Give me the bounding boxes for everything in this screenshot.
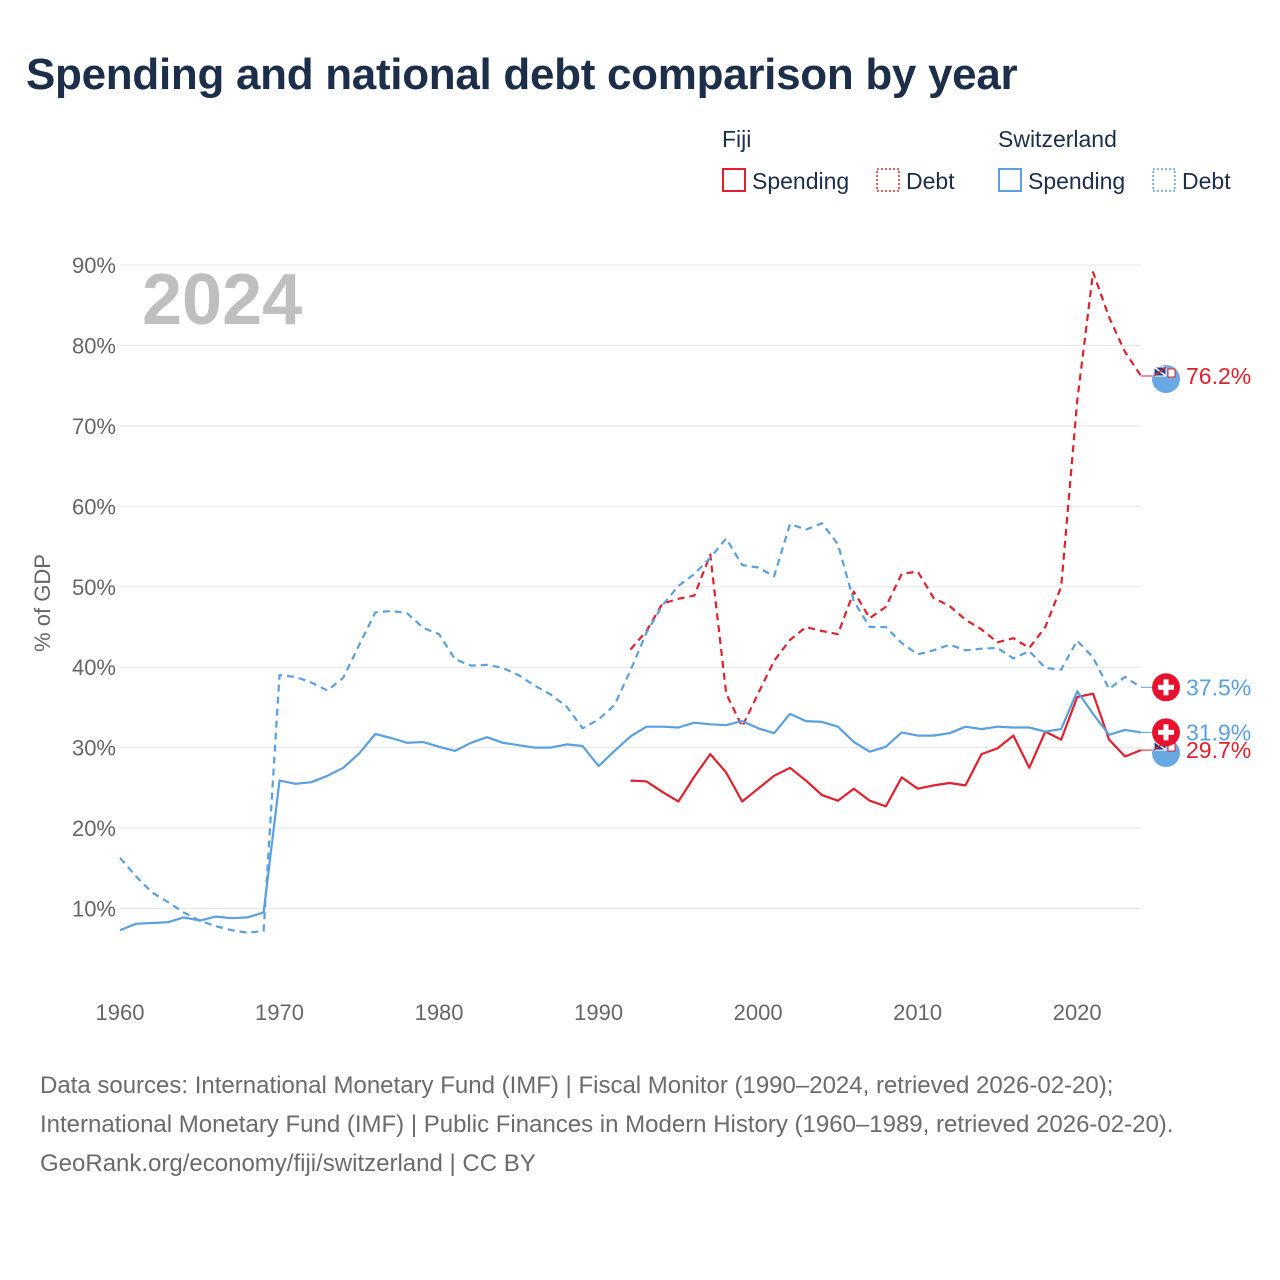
legend-item-switzerland-spending[interactable]: Spending xyxy=(1028,168,1125,194)
data-sources: Data sources: International Monetary Fun… xyxy=(40,1072,1174,1138)
x-tick-label: 2020 xyxy=(1053,1000,1102,1025)
flag-shield xyxy=(1167,368,1176,378)
end-labels: 29.7% 76.2% 31.9% 37.5% xyxy=(1141,363,1251,768)
flag-cross-horizontal xyxy=(1158,684,1174,690)
x-tick-label: 1980 xyxy=(415,1000,464,1025)
end-marker-switzerland-debt: 37.5% xyxy=(1141,673,1251,702)
year-watermark: 2024 xyxy=(142,260,302,340)
y-tick-label: 50% xyxy=(72,575,116,600)
x-axis-ticks: 1960 1970 1980 1990 2000 2010 2020 xyxy=(96,1000,1102,1025)
end-marker-fiji-spending: 29.7% xyxy=(1141,737,1251,768)
end-label-fiji-spending: 29.7% xyxy=(1186,737,1251,763)
footer: Data sources: International Monetary Fun… xyxy=(40,1066,1240,1183)
y-axis-ticks: 10% 20% 30% 40% 50% 60% 70% 80% 90% xyxy=(72,253,116,922)
end-label-switzerland-spending: 31.9% xyxy=(1186,719,1251,745)
y-tick-label: 60% xyxy=(72,494,116,519)
legend-country-fiji: Fiji xyxy=(722,126,751,152)
x-tick-label: 2000 xyxy=(734,1000,783,1025)
x-tick-label: 2010 xyxy=(893,1000,942,1025)
end-marker-fiji-debt: 76.2% xyxy=(1141,363,1251,394)
series-line-switzerland-spending xyxy=(119,690,1142,932)
chart-title: Spending and national debt comparison by… xyxy=(26,50,1018,99)
y-tick-label: 90% xyxy=(72,253,116,278)
x-tick-label: 1990 xyxy=(574,1000,623,1025)
legend-item-fiji-spending[interactable]: Spending xyxy=(752,168,849,194)
series-line-fiji-spending xyxy=(630,692,1142,808)
x-tick-label: 1960 xyxy=(96,1000,145,1025)
legend-item-switzerland-debt[interactable]: Debt xyxy=(1182,168,1231,194)
series-layer xyxy=(119,271,1142,934)
y-tick-label: 20% xyxy=(72,816,116,841)
flag-cross-horizontal xyxy=(1158,729,1174,735)
legend-country-switzerland: Switzerland xyxy=(998,126,1117,152)
series-line-switzerland-debt xyxy=(119,522,1142,934)
y-tick-label: 10% xyxy=(72,897,116,922)
end-label-switzerland-debt: 37.5% xyxy=(1186,674,1251,700)
legend-swatch-switzerland-debt xyxy=(1152,168,1176,192)
y-tick-label: 80% xyxy=(72,333,116,358)
end-label-fiji-debt: 76.2% xyxy=(1186,363,1251,389)
legend-swatch-fiji-spending xyxy=(722,168,746,192)
y-tick-label: 40% xyxy=(72,655,116,680)
legend-item-fiji-debt[interactable]: Debt xyxy=(906,168,955,194)
y-tick-label: 30% xyxy=(72,736,116,761)
legend-swatch-switzerland-spending xyxy=(998,168,1022,192)
grid xyxy=(120,264,1141,910)
flag-union-jack-diagonal-red xyxy=(1153,366,1167,377)
y-axis-label: % of GDP xyxy=(30,554,55,652)
credit-link[interactable]: GeoRank.org/economy/fiji/switzerland | C… xyxy=(40,1150,536,1177)
series-line-fiji-debt xyxy=(629,271,1142,728)
y-tick-label: 70% xyxy=(72,414,116,439)
end-marker-switzerland-spending: 31.9% xyxy=(1141,718,1251,747)
legend-swatch-fiji-debt xyxy=(876,168,900,192)
x-tick-label: 1970 xyxy=(255,1000,304,1025)
